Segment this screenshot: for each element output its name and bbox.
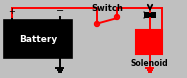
Bar: [4, 20, 72, 58]
Text: −: −: [56, 6, 64, 16]
Text: Battery: Battery: [19, 34, 57, 44]
Bar: [136, 30, 162, 54]
Text: Solenoid: Solenoid: [130, 59, 168, 68]
Text: +: +: [9, 7, 16, 16]
Text: Switch: Switch: [91, 4, 123, 13]
Bar: [144, 12, 156, 18]
